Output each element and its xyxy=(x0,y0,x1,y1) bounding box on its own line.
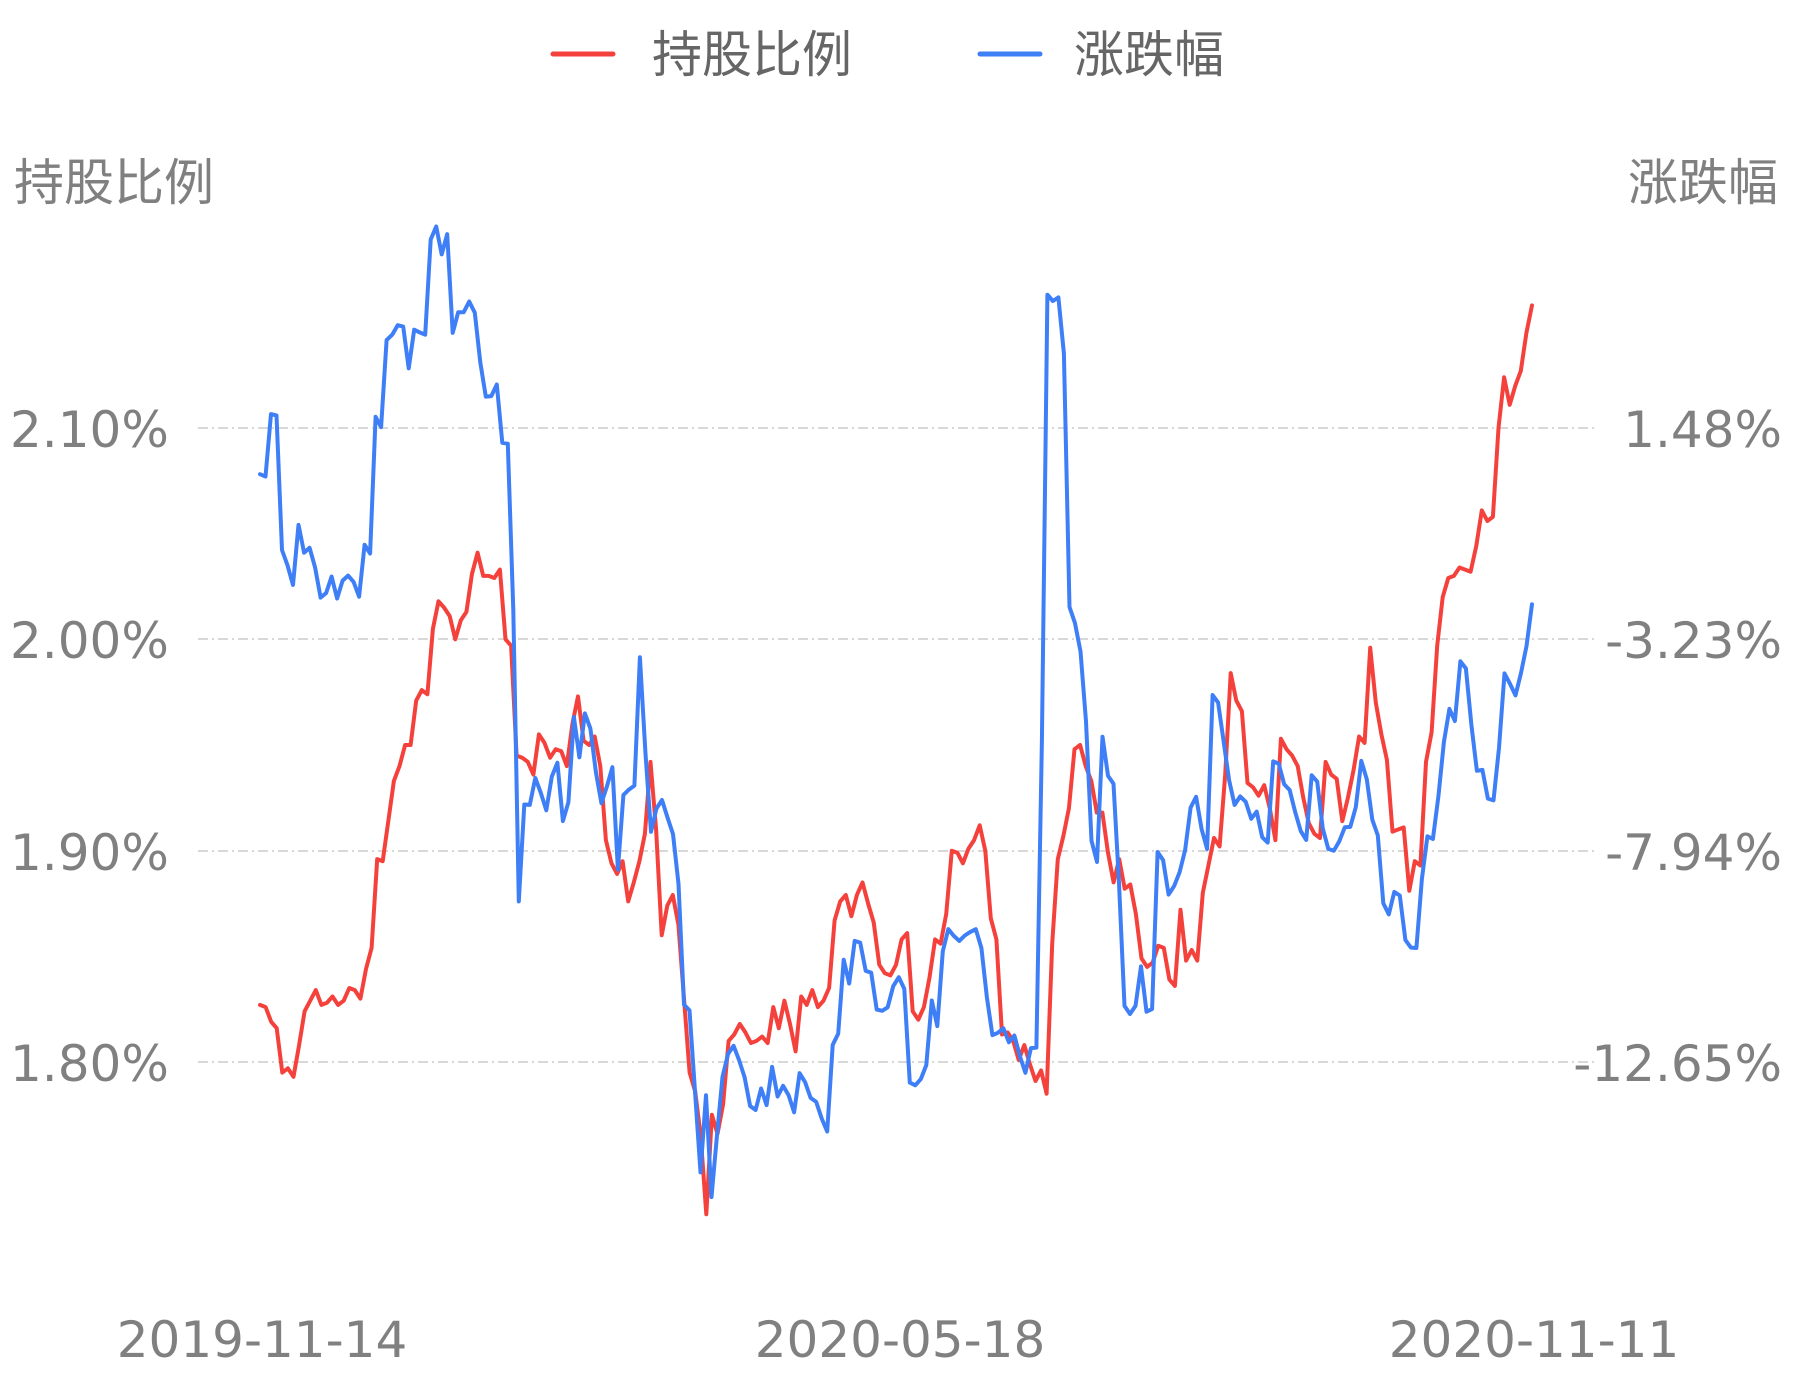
grid xyxy=(198,427,1598,1063)
left-tick-label: 2.00% xyxy=(10,612,169,670)
series-layer xyxy=(258,224,1534,1217)
right-tick-label: -7.94% xyxy=(1605,824,1782,882)
legend-label-holding-ratio: 持股比例 xyxy=(652,26,852,84)
left-axis-title: 持股比例 xyxy=(14,154,214,212)
right-tick-label: -3.23% xyxy=(1605,612,1782,670)
legend-item-holding-ratio[interactable]: 持股比例 xyxy=(550,26,852,84)
legend-item-change-pct[interactable]: 涨跌幅 xyxy=(977,26,1224,84)
series-line-change-pct xyxy=(258,224,1534,1200)
series-line-holding-ratio xyxy=(258,303,1534,1217)
legend: 持股比例 涨跌幅 xyxy=(550,26,1224,84)
right-tick-label: 1.48% xyxy=(1623,401,1782,459)
x-axis-ticks: 2019-11-14 2020-05-18 2020-11-11 xyxy=(117,1311,1680,1369)
x-tick-label: 2020-11-11 xyxy=(1389,1311,1680,1369)
left-tick-label: 2.10% xyxy=(10,401,169,459)
x-tick-label: 2020-05-18 xyxy=(755,1311,1046,1369)
left-axis-ticks: 2.10% 2.00% 1.90% 1.80% xyxy=(10,401,169,1093)
left-tick-label: 1.80% xyxy=(10,1035,169,1093)
right-axis-ticks: 1.48% -3.23% -7.94% -12.65% xyxy=(1573,401,1782,1093)
x-tick-label: 2019-11-14 xyxy=(117,1311,408,1369)
left-tick-label: 1.90% xyxy=(10,824,169,882)
legend-label-change-pct: 涨跌幅 xyxy=(1074,26,1224,84)
right-tick-label: -12.65% xyxy=(1573,1035,1782,1093)
right-axis-title: 涨跌幅 xyxy=(1628,154,1778,212)
